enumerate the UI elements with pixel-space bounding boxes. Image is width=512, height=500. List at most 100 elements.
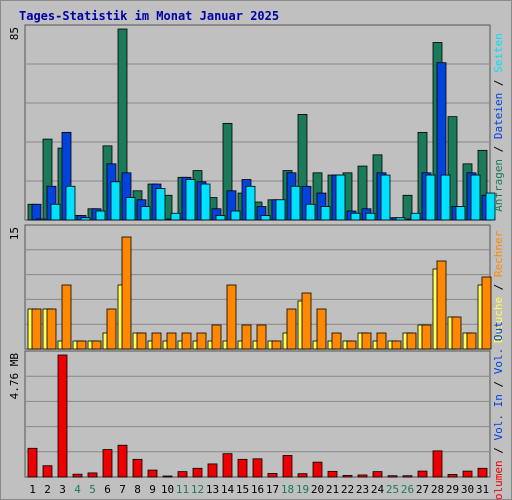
bar-volumen-day-13 (207, 463, 218, 478)
bar-volumen-day-1 (27, 447, 38, 478)
x-tick-label: 6 (104, 483, 111, 496)
bar-rechner-day-8 (136, 332, 147, 350)
bar-volumen-day-24 (372, 471, 383, 478)
bar-volumen-day-30 (462, 470, 473, 478)
legend-item: Seiten (492, 33, 505, 73)
x-tick-label: 7 (119, 483, 126, 496)
bar-rechner-day-19 (301, 292, 312, 350)
bar-seiten-day-8 (140, 206, 151, 221)
legend-separator: / (492, 277, 505, 297)
legend-item: Volumen (492, 460, 505, 500)
bar-rechner-day-14 (226, 284, 237, 350)
bar-rechner-day-31 (481, 276, 492, 350)
x-tick-label: 31 (476, 483, 489, 496)
bar-rechner-day-21 (331, 332, 342, 350)
bar-seiten-day-16 (260, 215, 271, 221)
bar-seiten-day-1 (35, 218, 46, 221)
bar-rechner-day-20 (316, 308, 327, 350)
x-tick-label: 14 (221, 483, 235, 496)
bar-rechner-day-3 (61, 284, 72, 350)
bar-volumen-day-6 (102, 449, 113, 478)
bar-seiten-day-31 (485, 192, 496, 221)
bar-volumen-day-25 (387, 475, 398, 478)
bar-volumen-day-14 (222, 453, 233, 478)
bar-seiten-day-10 (170, 212, 181, 221)
bar-rechner-day-28 (436, 260, 447, 350)
bar-rechner-day-10 (166, 332, 177, 350)
bar-rechner-day-26 (406, 332, 417, 350)
x-tick-label: 8 (134, 483, 141, 496)
bar-rechner-day-29 (451, 316, 462, 350)
x-tick-label: 4 (74, 483, 81, 496)
bar-volumen-day-21 (327, 470, 338, 478)
x-tick-label: 3 (59, 483, 66, 496)
bar-seiten-day-21 (335, 174, 346, 221)
legend-item: Vol. In (492, 394, 505, 440)
bar-volumen-day-10 (162, 475, 173, 478)
x-tick-label: 5 (89, 483, 96, 496)
bar-seiten-day-2 (50, 203, 61, 221)
bar-rechner-day-13 (211, 324, 222, 350)
bar-volumen-day-31 (477, 467, 488, 478)
x-tick-label: 16 (251, 483, 264, 496)
x-tick-label: 2 (44, 483, 51, 496)
bar-rechner-day-17 (271, 340, 282, 350)
bar-rechner-day-15 (241, 324, 252, 350)
bar-volumen-day-17 (267, 473, 278, 478)
bar-volumen-day-2 (42, 465, 53, 478)
bar-rechner-day-5 (91, 340, 102, 350)
bar-seiten-day-5 (95, 210, 106, 221)
bar-volumen-day-27 (417, 470, 428, 478)
x-tick-label: 17 (266, 483, 279, 496)
bar-volumen-day-12 (192, 467, 203, 478)
bar-volumen-day-11 (177, 471, 188, 478)
bar-rechner-day-6 (106, 308, 117, 350)
bar-seiten-day-13 (215, 215, 226, 221)
bar-rechner-day-1 (31, 308, 42, 350)
legend-top: Anfragen / Dateien / Seiten (492, 33, 505, 212)
bar-seiten-day-30 (470, 174, 481, 221)
x-tick-label: 18 (281, 483, 294, 496)
bar-rechner-day-12 (196, 332, 207, 350)
bar-seiten-day-12 (200, 183, 211, 221)
panel-bottom-frame (24, 350, 491, 478)
bar-seiten-day-19 (305, 203, 316, 221)
bar-volumen-day-9 (147, 469, 158, 478)
bar-seiten-day-14 (230, 210, 241, 221)
bar-volumen-day-26 (402, 475, 413, 478)
x-tick-label: 28 (431, 483, 444, 496)
bar-rechner-day-18 (286, 308, 297, 350)
bar-seiten-day-4 (80, 217, 91, 221)
legend-item: Anfragen (492, 159, 505, 212)
bar-volumen-day-5 (87, 472, 98, 478)
bar-seiten-day-3 (65, 185, 76, 221)
x-tick-label: 1 (29, 483, 36, 496)
bar-seiten-day-26 (410, 212, 421, 221)
bar-seiten-day-25 (395, 217, 406, 221)
bar-volumen-day-23 (357, 474, 368, 478)
x-tick-label: 15 (236, 483, 249, 496)
bar-seiten-day-28 (440, 174, 451, 221)
bar-volumen-day-28 (432, 450, 443, 478)
y-max-label: 15 (8, 227, 21, 240)
x-tick-label: 26 (401, 483, 414, 496)
bar-volumen-day-18 (282, 455, 293, 478)
bar-volumen-day-4 (72, 473, 83, 478)
bar-seiten-day-20 (320, 206, 331, 221)
bar-seiten-day-29 (455, 206, 466, 221)
bar-seiten-day-6 (110, 181, 121, 221)
bar-volumen-day-22 (342, 475, 353, 478)
legend-item: Dateien (492, 93, 505, 139)
legend-mid: Besuche / Rechner (492, 230, 505, 343)
x-tick-label: 20 (311, 483, 324, 496)
x-tick-label: 21 (326, 483, 339, 496)
bar-dateien-day-1 (31, 203, 42, 221)
bar-rechner-day-27 (421, 324, 432, 350)
bar-volumen-day-19 (297, 473, 308, 478)
bar-seiten-day-15 (245, 185, 256, 221)
x-tick-label: 10 (161, 483, 174, 496)
bar-seiten-day-17 (275, 199, 286, 221)
x-tick-label: 19 (296, 483, 309, 496)
x-tick-label: 13 (206, 483, 219, 496)
